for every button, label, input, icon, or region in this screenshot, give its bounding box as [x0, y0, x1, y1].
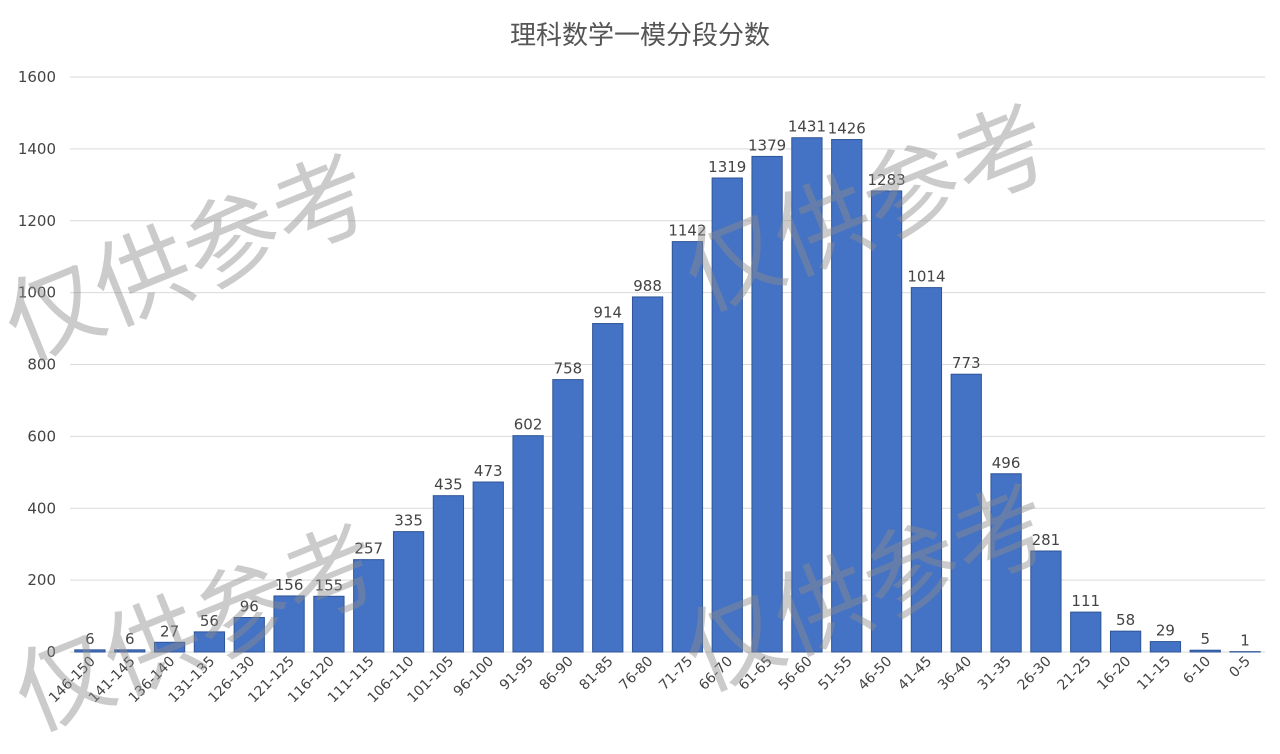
data-label: 156	[275, 576, 304, 594]
data-label: 1319	[708, 158, 746, 176]
data-label: 988	[633, 277, 662, 295]
data-label: 773	[952, 354, 981, 372]
data-label: 6	[85, 630, 95, 648]
data-label: 758	[554, 360, 583, 378]
y-tick-label: 400	[27, 499, 56, 517]
bar	[233, 617, 265, 653]
bar	[950, 373, 982, 653]
data-label: 1426	[828, 120, 866, 138]
data-label: 6	[125, 630, 135, 648]
data-label: 111	[1071, 592, 1100, 610]
data-label: 257	[354, 540, 383, 558]
y-tick-label: 1400	[18, 140, 56, 158]
bar	[114, 649, 146, 653]
y-tick-label: 200	[27, 571, 56, 589]
y-tick-label: 0	[46, 643, 56, 661]
data-label: 496	[992, 454, 1021, 472]
data-label: 1014	[907, 268, 945, 286]
bar	[990, 473, 1022, 653]
data-label: 58	[1116, 611, 1135, 629]
bar	[472, 481, 504, 653]
bar	[313, 595, 345, 653]
bar	[1149, 641, 1182, 653]
data-label: 1	[1240, 632, 1250, 650]
bar	[552, 379, 584, 653]
bar	[751, 155, 783, 653]
bar	[392, 531, 425, 653]
data-label: 281	[1032, 531, 1061, 549]
data-label: 473	[474, 462, 503, 480]
bar	[1030, 550, 1062, 653]
bar	[273, 595, 305, 653]
bar	[870, 190, 903, 653]
bar	[353, 559, 385, 653]
data-label: 335	[394, 512, 423, 530]
data-label: 29	[1156, 622, 1175, 640]
chart-title: 理科数学一模分段分数	[510, 21, 770, 51]
data-label: 1283	[867, 171, 905, 189]
data-label: 96	[240, 598, 259, 616]
y-tick-label: 1600	[18, 68, 56, 86]
data-label: 27	[160, 622, 179, 640]
bar	[153, 641, 186, 653]
data-label: 1142	[668, 222, 706, 240]
data-label: 56	[200, 612, 219, 630]
bar	[432, 495, 465, 653]
bar	[711, 177, 743, 653]
data-label: 155	[315, 576, 344, 594]
data-label: 435	[434, 476, 463, 494]
bar	[592, 323, 624, 653]
y-tick-label: 600	[27, 427, 56, 445]
data-label: 1431	[788, 118, 826, 136]
y-tick-label: 1000	[18, 284, 56, 302]
bar	[193, 631, 226, 653]
bar	[1109, 630, 1142, 653]
bar	[1189, 649, 1221, 653]
data-label: 1379	[748, 136, 786, 154]
bar	[910, 287, 943, 653]
bar	[631, 296, 664, 653]
bar	[1070, 611, 1102, 653]
bar	[512, 435, 544, 653]
y-tick-label: 800	[27, 356, 56, 374]
bar	[671, 241, 704, 653]
bar	[74, 649, 106, 653]
y-tick-label: 1200	[18, 212, 56, 230]
data-label: 914	[593, 304, 622, 322]
data-label: 5	[1200, 630, 1210, 648]
bar	[831, 139, 863, 653]
bar	[791, 137, 823, 653]
data-label: 602	[514, 416, 543, 434]
